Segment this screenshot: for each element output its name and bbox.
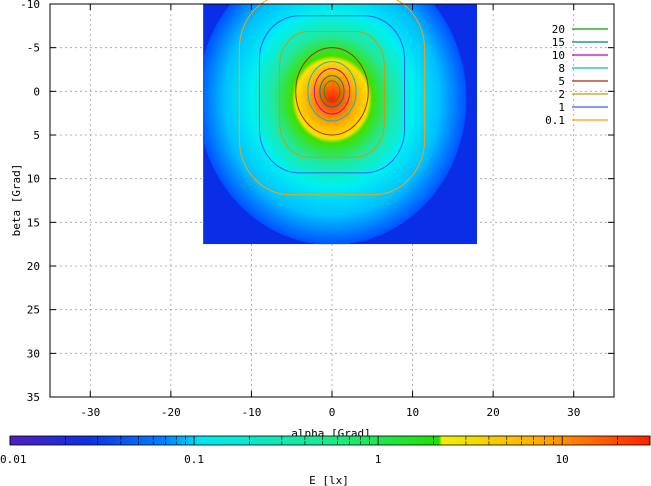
contour-1 bbox=[258, 15, 406, 174]
legend-label-15: 15 bbox=[552, 36, 565, 49]
y-tick-label: 20 bbox=[27, 260, 40, 273]
colorbar-tick-label: 1 bbox=[375, 453, 382, 466]
heatmap-area bbox=[203, 4, 478, 245]
x-tick-label: 0 bbox=[329, 406, 336, 419]
colorbar-tick-label: 0.1 bbox=[184, 453, 204, 466]
x-axis-ticks: -30 -20 -10 0 10 20 30 bbox=[80, 4, 580, 419]
contour-2 bbox=[279, 30, 385, 158]
contour-10 bbox=[313, 68, 351, 115]
y-axis-label: beta [Grad] bbox=[10, 164, 23, 237]
contour-8 bbox=[307, 61, 357, 122]
y-tick-label: 25 bbox=[27, 304, 40, 317]
x-tick-label: 20 bbox=[487, 406, 500, 419]
y-tick-label: 15 bbox=[27, 216, 40, 229]
legend-label-10: 10 bbox=[552, 49, 565, 62]
legend-label-20: 20 bbox=[552, 23, 565, 36]
contour-20 bbox=[323, 80, 341, 103]
x-tick-label: -30 bbox=[80, 406, 100, 419]
y-tick-label: 30 bbox=[27, 347, 40, 360]
legend-label-1: 1 bbox=[558, 101, 565, 114]
colorbar-tick-label: 0.01 bbox=[0, 453, 27, 466]
colorbar-label: E [lx] bbox=[309, 474, 349, 486]
legend-label-0.1: 0.1 bbox=[545, 114, 565, 127]
y-tick-label: -5 bbox=[27, 42, 40, 55]
contour-lines bbox=[238, 0, 426, 196]
y-tick-label: 10 bbox=[27, 173, 40, 186]
legend-label-8: 8 bbox=[558, 62, 565, 75]
y-tick-label: -10 bbox=[20, 0, 40, 11]
x-tick-label: -20 bbox=[161, 406, 181, 419]
contour-0.1 bbox=[238, 0, 426, 196]
legend-label-5: 5 bbox=[558, 75, 565, 88]
heatmap-field bbox=[203, 4, 467, 245]
legend-label-2: 2 bbox=[558, 88, 565, 101]
x-tick-label: -10 bbox=[241, 406, 261, 419]
contour-15 bbox=[319, 75, 345, 108]
y-tick-label: 35 bbox=[27, 391, 40, 404]
x-tick-label: 10 bbox=[406, 406, 419, 419]
x-tick-label: 30 bbox=[567, 406, 580, 419]
y-tick-label: 0 bbox=[33, 85, 40, 98]
y-tick-label: 5 bbox=[33, 129, 40, 142]
colorbar: 0.01 0.1 1 10 bbox=[0, 435, 651, 466]
colorbar-tick-label: 10 bbox=[556, 453, 569, 466]
contour-5 bbox=[295, 47, 369, 136]
